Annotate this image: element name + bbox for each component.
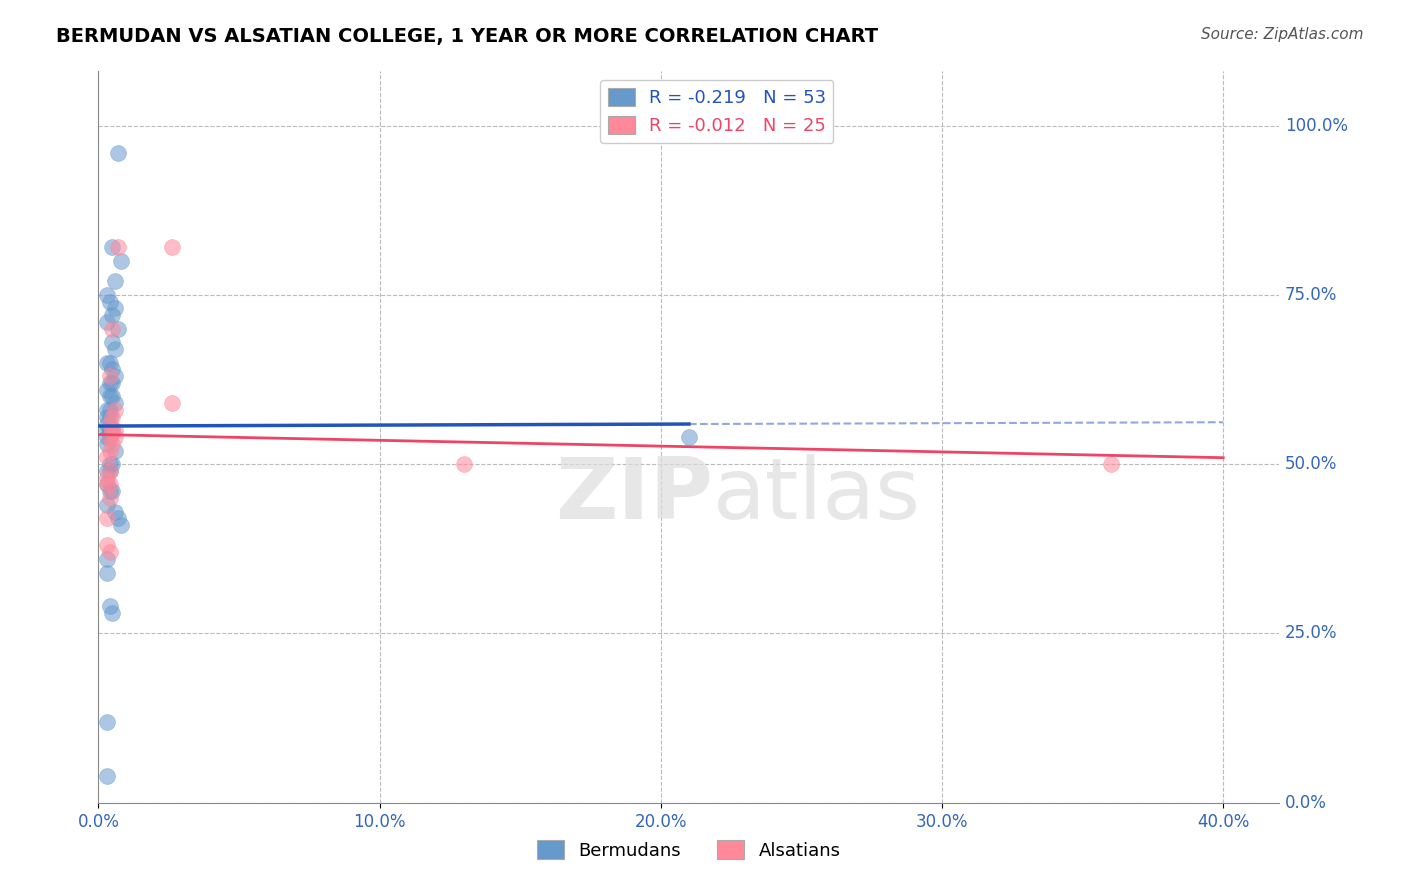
Point	[110, 254, 132, 268]
Point	[96, 714, 118, 729]
Point	[96, 498, 118, 512]
Point	[96, 769, 118, 783]
Point	[104, 342, 127, 356]
Point	[96, 477, 118, 491]
Text: 100.0%: 100.0%	[1285, 117, 1348, 135]
Point	[678, 430, 700, 444]
Point	[96, 355, 118, 369]
Point	[98, 294, 121, 309]
Point	[96, 477, 118, 491]
Point	[96, 464, 118, 478]
Point	[96, 417, 118, 431]
Point	[96, 409, 118, 424]
Text: Source: ZipAtlas.com: Source: ZipAtlas.com	[1201, 27, 1364, 42]
Point	[98, 477, 121, 491]
Point	[98, 464, 121, 478]
Point	[101, 423, 124, 437]
Point	[104, 301, 127, 316]
Point	[104, 274, 127, 288]
Point	[107, 511, 129, 525]
Point	[101, 308, 124, 322]
Point	[101, 322, 124, 336]
Point	[96, 437, 118, 451]
Point	[160, 396, 183, 410]
Point	[101, 457, 124, 471]
Point	[98, 355, 121, 369]
Point	[96, 430, 118, 444]
Point	[101, 376, 124, 390]
Point	[104, 396, 127, 410]
Point	[98, 423, 121, 437]
Point	[107, 240, 129, 254]
Point	[98, 369, 121, 384]
Point	[98, 599, 121, 614]
Point	[104, 403, 127, 417]
Point	[101, 240, 124, 254]
Point	[104, 423, 127, 437]
Legend: Bermudans, Alsatians: Bermudans, Alsatians	[530, 833, 848, 867]
Point	[98, 417, 121, 431]
Point	[104, 505, 127, 519]
Text: BERMUDAN VS ALSATIAN COLLEGE, 1 YEAR OR MORE CORRELATION CHART: BERMUDAN VS ALSATIAN COLLEGE, 1 YEAR OR …	[56, 27, 879, 45]
Point	[104, 369, 127, 384]
Point	[96, 538, 118, 552]
Point	[98, 376, 121, 390]
Point	[107, 322, 129, 336]
Point	[98, 443, 121, 458]
Point	[98, 389, 121, 403]
Point	[98, 464, 121, 478]
Point	[101, 335, 124, 350]
Point	[101, 409, 124, 424]
Text: 50.0%: 50.0%	[1285, 455, 1337, 473]
Point	[98, 545, 121, 559]
Text: ZIP: ZIP	[555, 454, 713, 537]
Point	[98, 423, 121, 437]
Point	[96, 288, 118, 302]
Point	[98, 457, 121, 471]
Point	[96, 552, 118, 566]
Point	[101, 362, 124, 376]
Point	[1099, 457, 1122, 471]
Point	[101, 484, 124, 499]
Point	[101, 389, 124, 403]
Point	[96, 423, 118, 437]
Point	[160, 240, 183, 254]
Point	[96, 511, 118, 525]
Point	[96, 403, 118, 417]
Point	[98, 403, 121, 417]
Point	[101, 606, 124, 620]
Point	[453, 457, 475, 471]
Point	[96, 450, 118, 465]
Text: 25.0%: 25.0%	[1285, 624, 1337, 642]
Point	[104, 430, 127, 444]
Point	[96, 315, 118, 329]
Point	[110, 518, 132, 533]
Text: atlas: atlas	[713, 454, 921, 537]
Point	[96, 383, 118, 397]
Text: 75.0%: 75.0%	[1285, 285, 1337, 304]
Point	[101, 437, 124, 451]
Point	[98, 430, 121, 444]
Point	[96, 566, 118, 580]
Point	[98, 491, 121, 505]
Point	[98, 409, 121, 424]
Point	[96, 471, 118, 485]
Point	[101, 423, 124, 437]
Point	[107, 145, 129, 160]
Text: 0.0%: 0.0%	[1285, 794, 1327, 812]
Point	[98, 484, 121, 499]
Point	[104, 443, 127, 458]
Point	[98, 430, 121, 444]
